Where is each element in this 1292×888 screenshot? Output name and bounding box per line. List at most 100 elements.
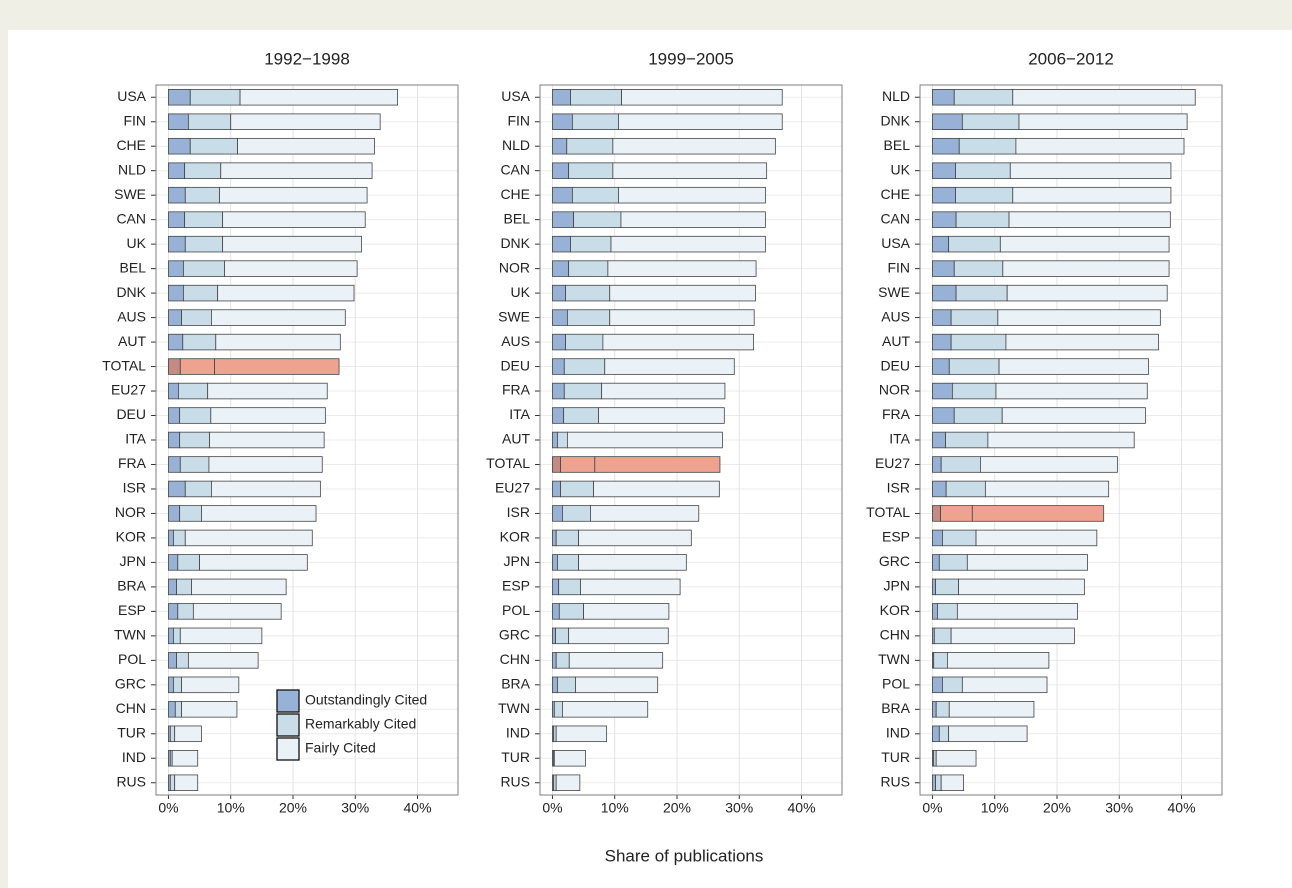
bar-segment <box>168 676 174 694</box>
bar-segment <box>168 162 186 179</box>
bar-segment <box>552 333 566 351</box>
bar-segment <box>571 186 619 204</box>
bar-segment <box>215 333 341 351</box>
y-tick-label: ESP <box>882 529 910 545</box>
bar-segment <box>594 456 721 473</box>
bar-segment <box>932 676 943 694</box>
bar-segment <box>555 652 570 669</box>
x-tick-label: 40% <box>788 800 816 816</box>
y-tick-label: FIN <box>887 259 910 275</box>
bar-segment <box>590 505 700 522</box>
bar-segment <box>552 113 573 130</box>
bar-segment <box>1018 113 1188 130</box>
bar-segment <box>942 529 977 547</box>
bar-segment <box>553 701 563 718</box>
y-tick-label: FIN <box>507 112 530 128</box>
y-tick-label: EU27 <box>111 382 146 398</box>
y-tick-label: NOR <box>499 259 530 275</box>
bar-segment <box>168 89 191 106</box>
legend-key <box>276 737 300 761</box>
y-tick-label: IND <box>506 724 530 740</box>
bar-segment <box>176 652 189 669</box>
bar-segment <box>179 431 210 449</box>
bar-segment <box>955 162 1011 179</box>
bar-segment <box>987 431 1135 449</box>
y-tick-label: NOR <box>879 382 910 398</box>
bar-segment <box>558 578 581 596</box>
y-tick-label: AUT <box>882 333 910 349</box>
y-tick-label: IND <box>122 749 146 765</box>
bar-segment <box>563 382 603 400</box>
bar-segment <box>169 774 176 791</box>
bar-segment <box>612 137 776 155</box>
bar-segment <box>168 284 184 302</box>
y-tick-label: CAN <box>116 210 146 226</box>
bar-segment <box>1012 89 1196 106</box>
bar-segment <box>948 725 1028 743</box>
y-tick-label: BRA <box>501 676 530 692</box>
bar-segment <box>598 407 725 424</box>
bar-segment <box>173 676 182 694</box>
bar-segment <box>557 554 580 571</box>
x-tick-label: 40% <box>404 800 432 816</box>
bar-segment <box>956 603 1078 620</box>
bar-segment <box>552 505 563 522</box>
bar-segment <box>945 480 986 498</box>
y-tick-label: CHN <box>880 627 910 643</box>
bar-segment <box>168 358 181 375</box>
bar-segment <box>168 578 177 596</box>
bar-segment <box>168 407 181 424</box>
bar-segment <box>184 235 224 253</box>
y-tick-label: ESP <box>502 578 530 594</box>
bar-segment <box>168 627 174 645</box>
bar-segment <box>932 407 955 424</box>
bar-segment <box>932 284 957 302</box>
y-tick-label: ISR <box>123 480 146 496</box>
legend-label: Outstandingly Cited <box>305 692 427 708</box>
bar-segment <box>557 676 576 694</box>
bar-segment <box>563 358 606 375</box>
y-tick-label: JPN <box>884 578 910 594</box>
bar-segment <box>178 382 209 400</box>
y-tick-label: TUR <box>881 749 910 765</box>
y-tick-label: TWN <box>878 651 910 667</box>
y-tick-label: ITA <box>889 431 910 447</box>
bar-segment <box>181 676 240 694</box>
x-tick-label: 20% <box>1043 800 1071 816</box>
bar-segment <box>933 652 948 669</box>
bar-segment <box>237 137 375 155</box>
bar-segment <box>948 235 1001 253</box>
bar-segment <box>935 701 950 718</box>
bar-segment <box>168 480 186 498</box>
y-tick-label: BEL <box>120 259 147 275</box>
bar-segment <box>604 358 735 375</box>
bar-segment <box>1009 162 1172 179</box>
y-tick-label: TWN <box>114 627 146 643</box>
x-tick-label: 0% <box>922 800 942 816</box>
bar-segment <box>182 260 225 277</box>
bar-segment <box>555 774 581 791</box>
bar-segment <box>565 284 611 302</box>
bar-segment <box>932 456 942 473</box>
y-tick-label: TOTAL <box>866 504 910 520</box>
y-tick-label: POL <box>118 651 146 667</box>
bar-segment <box>177 603 194 620</box>
plot-border <box>919 84 1223 796</box>
y-tick-label: DEU <box>880 357 910 373</box>
y-tick-label: UK <box>127 235 147 251</box>
bar-segment <box>552 284 566 302</box>
bar-segment <box>935 774 942 791</box>
bar-segment <box>552 480 561 498</box>
bar-segment <box>182 284 219 302</box>
y-tick-label: CAN <box>880 210 910 226</box>
bar-segment <box>961 113 1020 130</box>
bar-segment <box>940 505 973 522</box>
bar-segment <box>552 554 558 571</box>
bar-segment <box>932 505 941 522</box>
bar-segment <box>948 358 1000 375</box>
bar-segment <box>552 235 571 253</box>
bar-segment <box>168 309 182 326</box>
y-tick-label: ITA <box>125 431 146 447</box>
bar-segment <box>578 554 687 571</box>
